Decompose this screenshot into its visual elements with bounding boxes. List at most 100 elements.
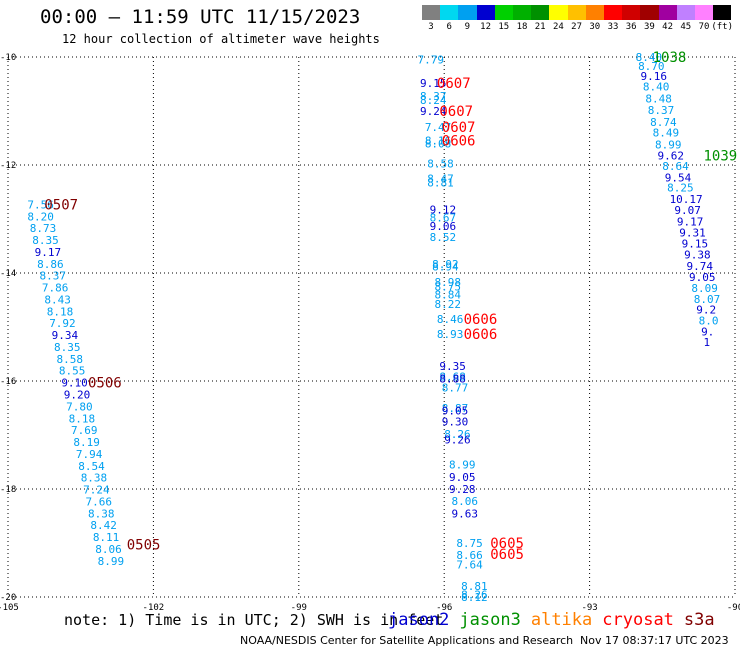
wave-height-value: 8.38 [88, 507, 115, 520]
wave-height-value: 8.09 [691, 282, 718, 295]
color-scale-label: 3 [428, 22, 434, 32]
pass-time-label: 1039 [703, 148, 737, 164]
satellite-legend: jason2 jason3 altika cryosat s3a [388, 610, 725, 630]
wave-height-value: 8.18 [69, 412, 96, 425]
color-scale-label: 27 [571, 22, 583, 32]
color-scale-label: 45 [680, 22, 692, 32]
x-tick-label: -99 [291, 603, 307, 610]
color-scale-label: 24 [552, 22, 564, 32]
wave-height-value: 9.63 [451, 507, 478, 520]
wave-height-value: 8.43 [44, 293, 71, 306]
color-scale-swatch [622, 5, 641, 20]
wave-height-value: 7.64 [456, 559, 483, 572]
wave-height-value: 9.07 [674, 204, 701, 217]
pass-time-label: 0606 [464, 327, 498, 343]
wave-height-value: 8.06 [451, 495, 478, 508]
wave-height-value: 7.47 [425, 121, 452, 134]
chart-subtitle: 12 hour collection of altimeter wave hei… [62, 32, 380, 46]
wave-height-value: 8.94 [432, 261, 459, 274]
pass-time-label: 0607 [442, 120, 476, 136]
wave-height-value: 8.58 [56, 353, 83, 366]
color-scale-label: 18 [516, 22, 528, 32]
wave-height-value: 8.87 [442, 402, 469, 415]
wave-height-value: 9.17 [677, 216, 704, 229]
wave-height-value: 9.54 [665, 171, 692, 184]
wave-height-value: 9.20 [64, 389, 90, 402]
wave-height-value: 8.40 [643, 81, 670, 94]
wave-height-value: 8.08 [425, 137, 452, 150]
wave-height-value: 8.73 [30, 222, 56, 235]
color-scale-swatch [494, 5, 513, 20]
wave-height-value: 8.74 [650, 116, 677, 129]
pass-time-label: 0605 [490, 536, 524, 552]
color-scale-label: 15 [498, 22, 510, 32]
wave-height-value: 7.80 [66, 400, 93, 413]
wave-height-value: 8.35 [54, 341, 81, 354]
wave-height-value: 8.75 [456, 537, 483, 550]
x-tick-label: -93 [581, 603, 597, 610]
wave-height-value: 7.66 [86, 495, 113, 508]
wave-height-value: 8.99 [98, 555, 125, 568]
wave-height-value: 8.92 [432, 258, 459, 271]
wave-height-value: 7.94 [76, 448, 103, 461]
wave-height-value: 9.30 [442, 416, 469, 429]
wave-height-value: 9.05 [689, 271, 716, 284]
wave-height-value: 8.68 [439, 371, 466, 384]
color-scale-label: 70 [698, 22, 710, 32]
wave-height-value: 8.37 [420, 90, 447, 103]
wave-height-value: 9.2 [696, 304, 716, 317]
wave-height-value: 7.86 [42, 282, 69, 295]
color-scale-swatch [567, 5, 586, 20]
color-scale-swatch [585, 5, 604, 20]
wave-height-value: 7.92 [49, 317, 76, 330]
wave-height-value: 8.35 [32, 234, 59, 247]
wave-height-value: 8.40 [636, 51, 663, 64]
pass-time-label: 0605 [490, 547, 524, 563]
wave-height-value: 9.15 [682, 237, 709, 250]
pass-time-label: 0606 [464, 312, 498, 328]
wave-height-value: 8.25 [667, 182, 694, 195]
color-scale-label: 9 [464, 22, 471, 32]
wave-height-points: 7.568.208.738.359.178.868.377.868.438.18… [27, 51, 720, 604]
pass-time-label: 0505 [127, 538, 161, 554]
color-scale-label: 6 [446, 22, 452, 32]
color-scale-swatch [531, 5, 550, 20]
wave-height-value: 7.69 [71, 424, 98, 437]
x-tick-label: -105 [0, 603, 19, 610]
axis-tick-labels: -105 -102 -99 -96 -93 -90 -10 -12 -14 -16 -18 -20 [0, 53, 740, 610]
wave-height-value: 8.38 [81, 472, 108, 485]
wave-height-value: 9. [701, 325, 714, 338]
pass-time-labels: 0507050605050607060706070606060606060605… [44, 50, 737, 563]
wave-height-value: 8.98 [435, 276, 462, 289]
color-scale-label: (ft) [711, 22, 734, 32]
y-tick-label: -18 [0, 485, 16, 495]
wave-height-value: 8.54 [78, 460, 105, 473]
wave-height-value: 8.48 [645, 93, 672, 106]
wave-height-value: 9.34 [52, 329, 79, 342]
color-scale-swatch [676, 5, 695, 20]
wave-height-value: 8.58 [427, 157, 454, 170]
color-scale-swatch [513, 5, 532, 20]
wave-height-value: 9.05 [442, 405, 469, 418]
wave-height-value: 8.81 [461, 580, 488, 593]
wave-height-value: 8.12 [461, 591, 488, 604]
wave-height-value: 8.70 [638, 60, 665, 73]
pass-time-label: 1038 [653, 50, 687, 66]
color-scale-swatch [476, 5, 495, 20]
wave-height-value: 8.77 [442, 381, 469, 394]
wave-height-value: 7.24 [83, 484, 110, 497]
color-scale-label: 42 [662, 22, 674, 32]
wave-height-value: 8.99 [449, 459, 476, 472]
color-scale-swatch [422, 5, 441, 20]
wave-height-value: 8.22 [435, 298, 462, 311]
wave-height-value: 8.64 [662, 160, 689, 173]
color-scale-label: 12 [480, 22, 492, 32]
pass-time-label: 0507 [44, 197, 78, 213]
wave-height-value: 8.20 [27, 210, 53, 223]
wave-height-value: 8.88 [439, 372, 466, 385]
wave-height-value: 8.86 [37, 258, 64, 271]
wave-height-value: 9.10 [61, 377, 88, 390]
wave-height-value: 8.11 [93, 531, 120, 544]
pass-time-label: 0606 [442, 134, 476, 150]
color-scale-label: 39 [643, 22, 655, 32]
